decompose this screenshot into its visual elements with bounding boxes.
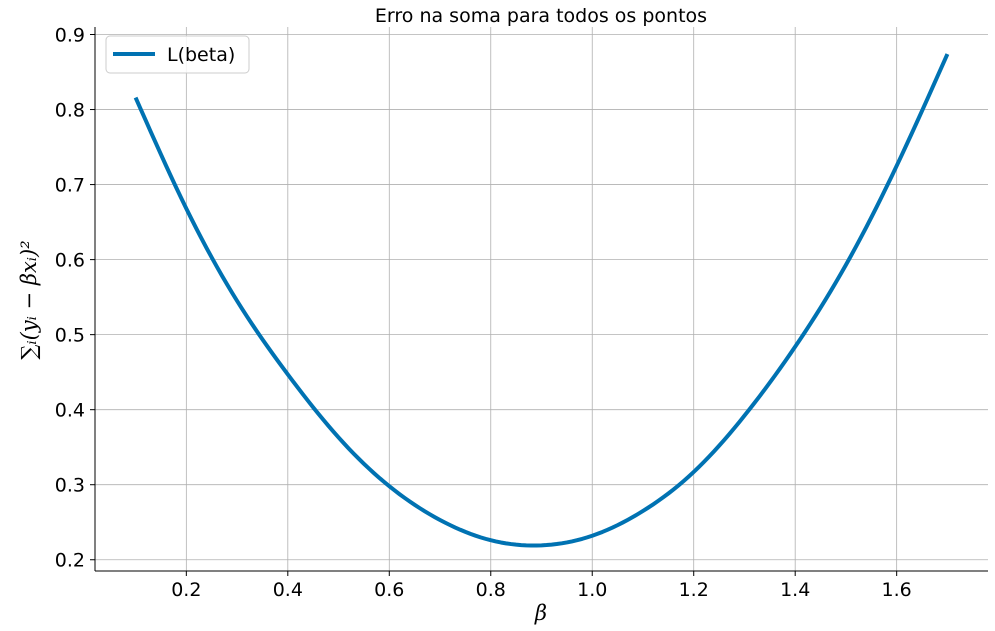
x-tick-label: 1.2 — [679, 579, 709, 601]
y-tick-label: 0.4 — [55, 400, 85, 422]
y-tick-label: 0.8 — [55, 100, 85, 122]
x-ticks: 0.2 0.4 0.6 0.8 1.0 1.2 1.4 1.6 — [171, 571, 912, 601]
x-tick-label: 0.8 — [476, 579, 506, 601]
x-tick-label: 1.0 — [577, 579, 607, 601]
x-tick-label: 1.6 — [882, 579, 912, 601]
series-line-0 — [133, 53, 950, 548]
x-tick-label: 0.6 — [374, 579, 404, 601]
legend-label: L(beta) — [167, 44, 235, 66]
legend: L(beta) — [105, 35, 250, 74]
chart-title: Erro na soma para todos os pontos — [375, 5, 707, 27]
y-tick-label: 0.3 — [55, 475, 85, 497]
axes-spines — [94, 27, 988, 572]
x-axis-label: β — [534, 601, 547, 625]
y-tick-label: 0.7 — [55, 175, 85, 197]
y-tick-label: 0.5 — [55, 325, 85, 347]
y-ticks: 0.2 0.3 0.4 0.5 0.6 0.7 0.8 0.9 — [55, 25, 95, 572]
x-tick-label: 1.4 — [780, 579, 810, 601]
y-tick-label: 0.6 — [55, 250, 85, 272]
x-tick-label: 0.2 — [171, 579, 201, 601]
series-layer — [133, 53, 950, 548]
legend-box — [105, 35, 250, 74]
y-tick-label: 0.9 — [55, 25, 85, 47]
y-tick-label: 0.2 — [55, 550, 85, 572]
y-axis-label: ∑ᵢ(yᵢ − βxᵢ)² — [17, 240, 41, 359]
x-tick-label: 0.4 — [273, 579, 303, 601]
grid — [95, 27, 988, 571]
